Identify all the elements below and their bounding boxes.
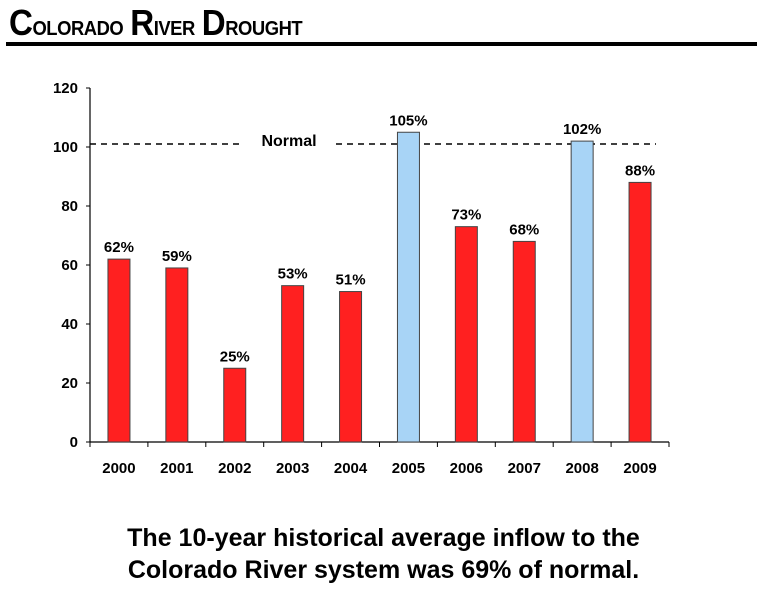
x-tick-label: 2002 — [218, 460, 251, 477]
bar-2004 — [339, 291, 363, 443]
caption-line-1: The 10-year historical average inflow to… — [127, 524, 640, 552]
y-tick-label: 20 — [61, 375, 78, 392]
caption-line-2: Colorado River system was 69% of normal. — [127, 556, 640, 584]
bar-2005 — [396, 131, 420, 443]
y-tick-label: 120 — [53, 80, 78, 97]
x-tick-label: 2000 — [102, 460, 135, 477]
bar-2009 — [628, 181, 652, 443]
data-label-2008: 102% — [563, 121, 601, 138]
bar-2001 — [165, 267, 189, 443]
bars — [107, 131, 652, 443]
bar-2003 — [281, 285, 305, 443]
page-title-text: Colorado River Drought — [9, 2, 303, 43]
normal-label: Normal — [261, 133, 316, 150]
data-labels: 62% 59% 25% 53% 51% 105% 73% 68% 102% 88% — [104, 112, 655, 365]
data-label-2000: 62% — [104, 239, 134, 256]
x-tick-label: 2007 — [508, 460, 541, 477]
x-tick-label: 2005 — [392, 460, 425, 477]
y-tick-label: 0 — [70, 434, 78, 451]
y-tick-label: 40 — [61, 316, 78, 333]
x-tick-label: 2008 — [565, 460, 598, 477]
data-label-2001: 59% — [162, 248, 192, 265]
y-tick-label: 60 — [61, 257, 78, 274]
x-tick-label: 2004 — [334, 460, 368, 477]
x-axis: 2000 2001 2002 2003 2004 2005 2006 2007 2008 2009 — [89, 441, 670, 477]
data-label-2002: 25% — [220, 348, 250, 365]
y-tick-label: 100 — [53, 139, 78, 156]
x-tick-label: 2003 — [276, 460, 309, 477]
bar-chart: 0 20 40 60 80 100 120 2000 2001 2002 2003 2004 2005… — [53, 80, 670, 477]
bar-2007 — [512, 240, 536, 443]
data-label-2009: 88% — [625, 162, 655, 179]
data-label-2005: 105% — [389, 112, 427, 129]
normal-reference: Normal — [90, 133, 656, 150]
title-underline — [6, 42, 757, 46]
page-title: Colorado River Drought — [9, 2, 303, 44]
bar-2006 — [454, 226, 478, 443]
data-label-2007: 68% — [509, 221, 539, 238]
bar-2000 — [107, 258, 131, 443]
y-axis: 0 20 40 60 80 100 120 — [53, 80, 91, 451]
x-tick-label: 2009 — [623, 460, 656, 477]
data-label-2006: 73% — [451, 207, 481, 224]
y-tick-label: 80 — [61, 198, 78, 215]
data-label-2003: 53% — [278, 266, 308, 283]
x-tick-label: 2001 — [160, 460, 193, 477]
summary-caption: The 10-year historical average inflow to… — [0, 522, 767, 586]
bar-2002 — [223, 367, 247, 443]
x-tick-label: 2006 — [450, 460, 483, 477]
bar-2008 — [570, 140, 594, 443]
data-label-2004: 51% — [336, 272, 366, 289]
